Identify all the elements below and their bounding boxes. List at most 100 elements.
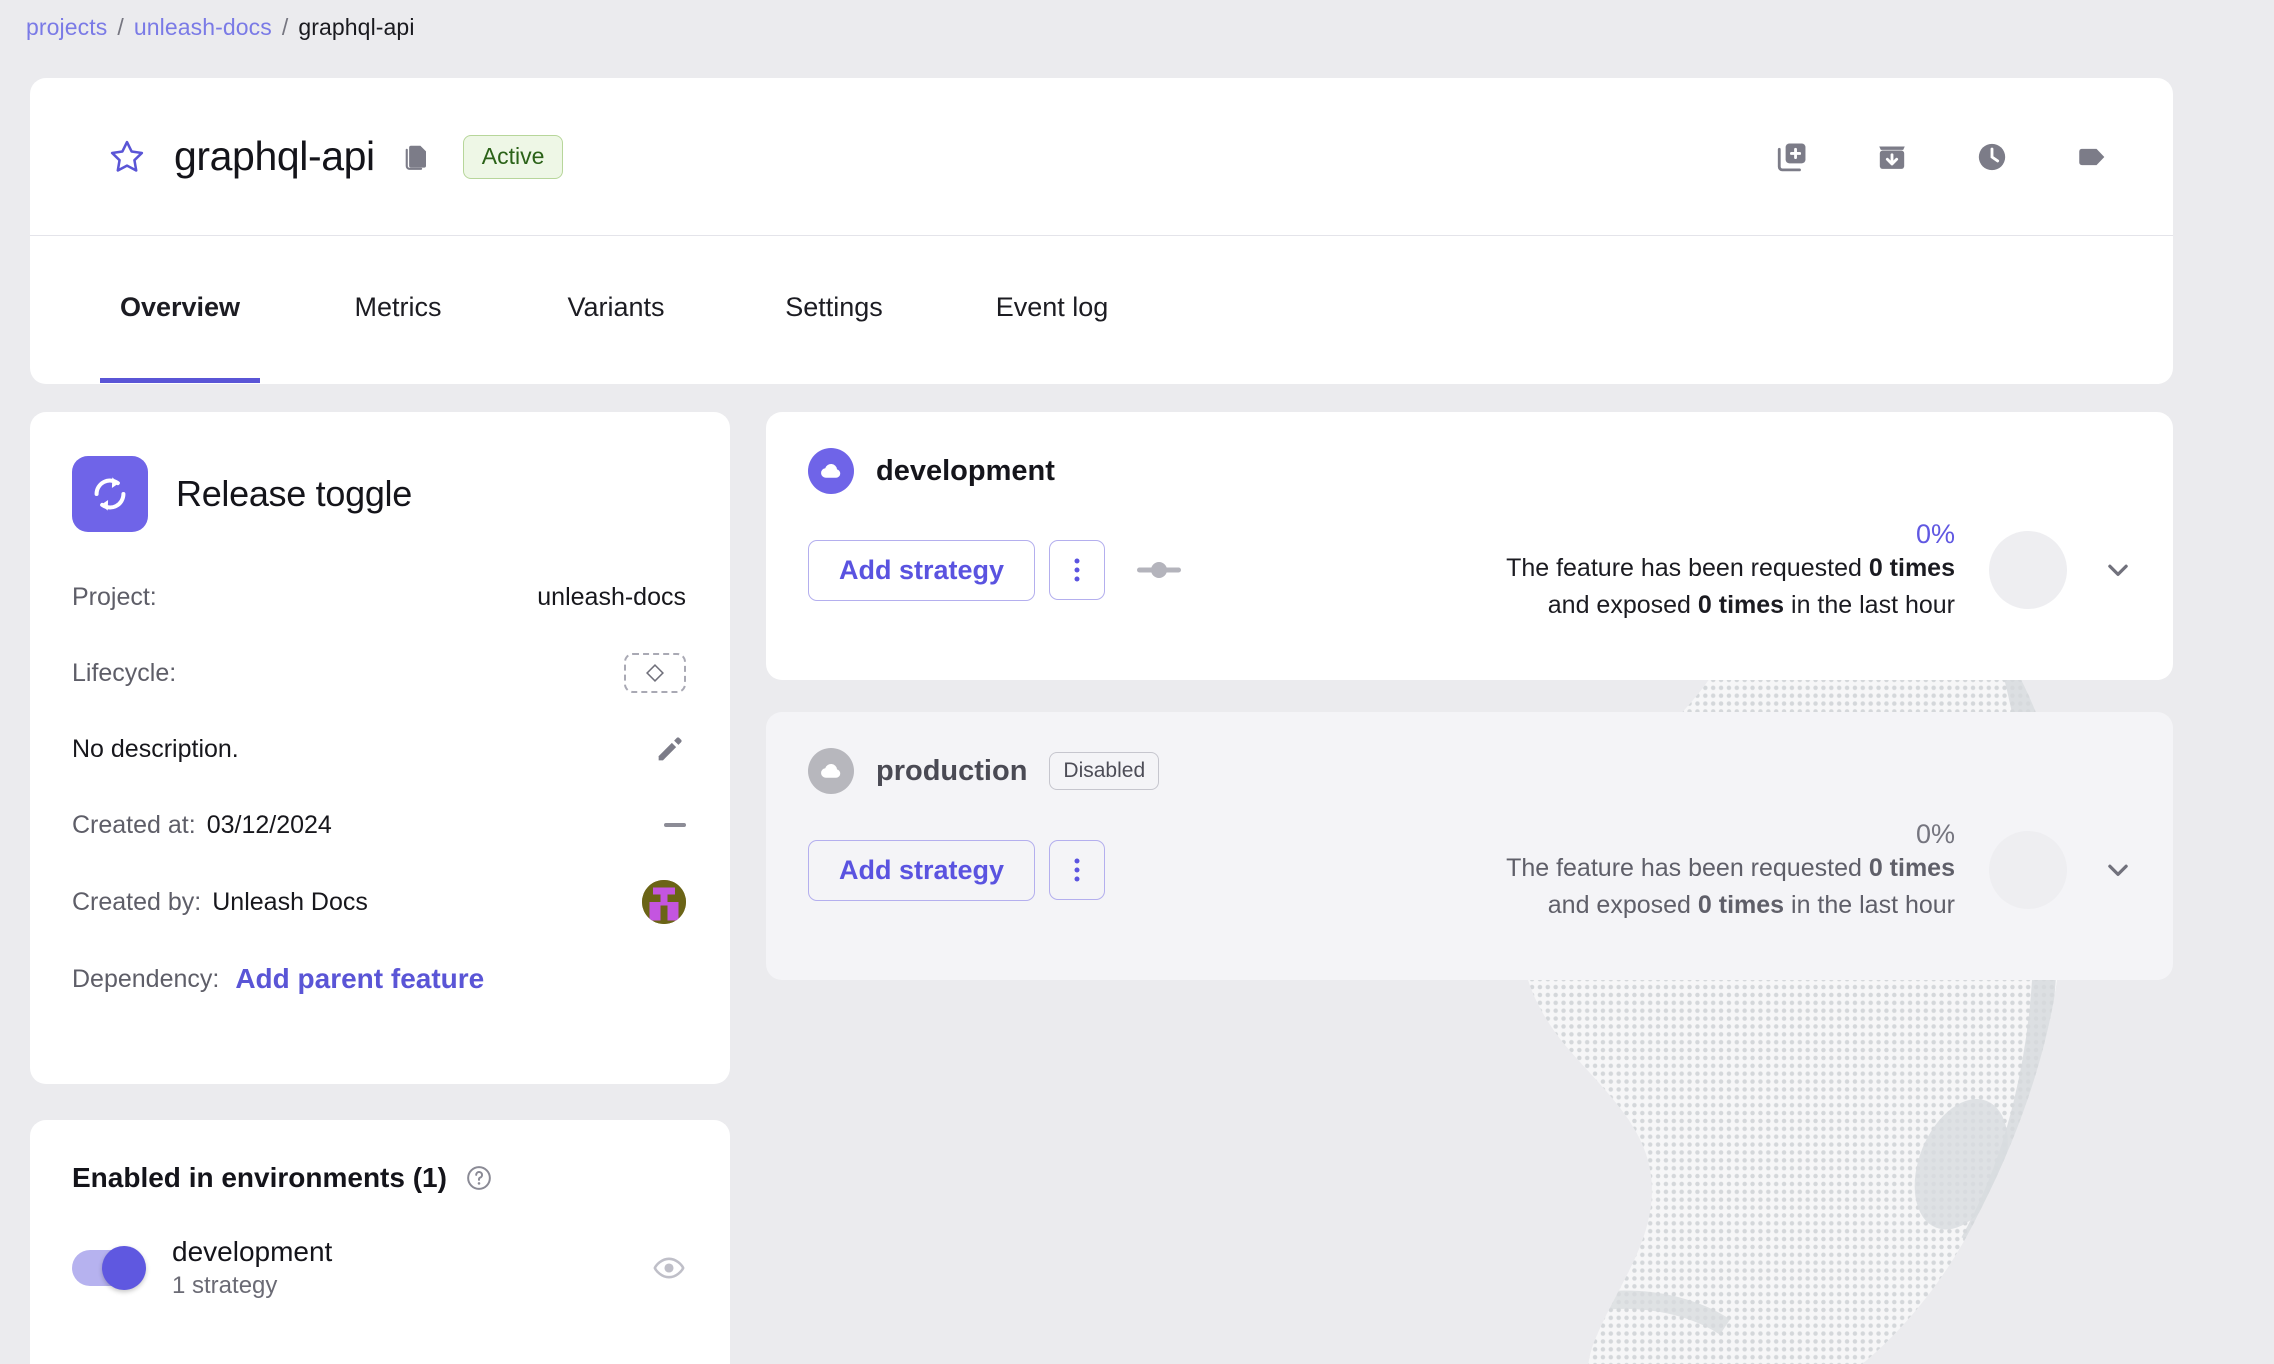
info-row-created-at: Created at: 03/12/2024 bbox=[72, 804, 686, 846]
exposure-percentage: 0% bbox=[1915, 819, 1955, 849]
environment-card-header: development bbox=[808, 448, 2133, 494]
archive-icon[interactable] bbox=[1875, 140, 1909, 174]
add-to-collection-icon[interactable] bbox=[1775, 140, 1809, 174]
feature-type-label: Release toggle bbox=[176, 473, 412, 514]
enabled-environments-title: Enabled in environments (1) bbox=[72, 1162, 447, 1193]
exposure-donut-chart bbox=[1989, 531, 2067, 610]
project-label: Project: bbox=[72, 582, 157, 611]
environment-card-name: production bbox=[876, 754, 1028, 787]
metrics-line-1: The feature has been requested 0 times bbox=[1506, 850, 1955, 886]
add-parent-feature-link[interactable]: Add parent feature bbox=[235, 963, 485, 994]
tab-event-log-label: Event log bbox=[995, 291, 1109, 322]
created-by-label: Created by: bbox=[72, 887, 202, 916]
description-text: No description. bbox=[72, 734, 239, 763]
cloud-icon bbox=[808, 448, 854, 494]
info-row-lifecycle: Lifecycle: bbox=[72, 652, 686, 694]
environment-name: development bbox=[172, 1236, 333, 1267]
kebab-menu-icon-production[interactable] bbox=[1049, 840, 1106, 901]
metrics-line-2-bold: 0 times bbox=[1697, 590, 1785, 619]
page-title: graphql-api bbox=[174, 133, 375, 179]
enabled-environments-header: Enabled in environments (1) bbox=[72, 1162, 686, 1194]
cloud-icon bbox=[808, 748, 854, 794]
metrics-line-1-bold: 0 times bbox=[1868, 554, 1955, 583]
feature-header-row: graphql-api Active bbox=[30, 78, 2173, 236]
enabled-environment-row-development: development 1 strategy bbox=[72, 1236, 686, 1300]
chevron-down-icon[interactable] bbox=[2103, 555, 2133, 585]
tab-gap-4 bbox=[914, 236, 972, 383]
project-value: unleash-docs bbox=[537, 582, 686, 611]
tab-settings[interactable]: Settings bbox=[754, 236, 914, 383]
eye-icon[interactable] bbox=[652, 1251, 686, 1285]
metrics-text: 0% The feature has been requested 0 time… bbox=[1506, 518, 1955, 623]
dash-icon bbox=[664, 823, 686, 827]
tab-variants-label: Variants bbox=[567, 291, 665, 322]
breadcrumb-separator-1: / bbox=[117, 14, 124, 40]
metrics-text: 0% The feature has been requested 0 time… bbox=[1506, 818, 1955, 923]
add-strategy-button-development[interactable]: Add strategy bbox=[808, 539, 1036, 601]
metrics-line-2-post: in the last hour bbox=[1784, 890, 1955, 919]
environment-metrics-production: 0% The feature has been requested 0 time… bbox=[1506, 818, 2133, 923]
add-strategy-button-production[interactable]: Add strategy bbox=[808, 839, 1036, 901]
favorite-star-icon[interactable] bbox=[108, 138, 146, 176]
environment-card-header: production Disabled bbox=[808, 748, 2133, 794]
environment-strategy-count: 1 strategy bbox=[172, 1272, 278, 1300]
status-badge: Active bbox=[462, 134, 564, 179]
environment-card-body: Add strategy 0% The feature has been req… bbox=[808, 818, 2133, 923]
lifecycle-label: Lifecycle: bbox=[72, 658, 177, 687]
metrics-line-2-pre: and exposed bbox=[1547, 590, 1698, 619]
breadcrumb: projects / unleash-docs / graphql-api bbox=[26, 14, 415, 41]
created-by-value: Unleash Docs bbox=[212, 887, 368, 916]
created-at-label: Created at: bbox=[72, 810, 196, 839]
tag-icon[interactable] bbox=[2075, 140, 2109, 174]
exposure-donut-chart bbox=[1989, 831, 2067, 910]
toggle-knob bbox=[102, 1246, 146, 1291]
chevron-down-icon[interactable] bbox=[2103, 855, 2133, 885]
tab-overview[interactable]: Overview bbox=[100, 236, 260, 383]
kebab-menu-icon-development[interactable] bbox=[1049, 540, 1106, 601]
edit-pencil-icon[interactable] bbox=[654, 733, 686, 765]
header-actions bbox=[1775, 140, 2129, 174]
created-at-right bbox=[664, 823, 686, 827]
environment-disabled-chip: Disabled bbox=[1049, 752, 1160, 790]
info-row-dependency: Dependency: Add parent feature bbox=[72, 958, 686, 1000]
environment-card-production: production Disabled Add strategy 0% The … bbox=[766, 712, 2173, 980]
tab-metrics[interactable]: Metrics bbox=[318, 236, 478, 383]
metrics-line-2-post: in the last hour bbox=[1784, 590, 1955, 619]
environment-card-name: development bbox=[876, 454, 1055, 487]
help-circle-icon[interactable] bbox=[465, 1164, 493, 1192]
strategy-connector-icon bbox=[1137, 562, 1182, 579]
enabled-environments-card: Enabled in environments (1) development … bbox=[30, 1120, 730, 1364]
tab-overview-label: Overview bbox=[119, 291, 241, 322]
tab-settings-label: Settings bbox=[785, 291, 883, 322]
feature-info-card: Release toggle Project: unleash-docs Lif… bbox=[30, 412, 730, 1084]
environment-metrics-development: 0% The feature has been requested 0 time… bbox=[1506, 518, 2133, 623]
tab-event-log[interactable]: Event log bbox=[972, 236, 1132, 383]
info-row-created-by: Created by: Unleash Docs bbox=[72, 880, 686, 924]
exposure-percentage: 0% bbox=[1915, 519, 1955, 549]
breadcrumb-current: graphql-api bbox=[298, 14, 415, 40]
metrics-line-2-bold: 0 times bbox=[1697, 890, 1785, 919]
metrics-line-1-bold: 0 times bbox=[1868, 854, 1955, 883]
lifecycle-diamond-icon[interactable] bbox=[624, 653, 686, 693]
metrics-line-1-pre: The feature has been requested bbox=[1506, 554, 1869, 583]
created-by-right bbox=[642, 880, 686, 924]
metrics-line-2: and exposed 0 times in the last hour bbox=[1506, 887, 1955, 923]
tab-metrics-label: Metrics bbox=[354, 291, 442, 322]
feature-header-card: graphql-api Active bbox=[30, 78, 2173, 384]
feature-type: Release toggle bbox=[72, 456, 686, 532]
environment-card-development: development Add strategy 0% The feature … bbox=[766, 412, 2173, 680]
metrics-line-1: The feature has been requested 0 times bbox=[1506, 550, 1955, 586]
avatar[interactable] bbox=[642, 880, 686, 924]
metrics-line-2: and exposed 0 times in the last hour bbox=[1506, 587, 1955, 623]
metrics-line-2-pre: and exposed bbox=[1547, 890, 1698, 919]
breadcrumb-link-project[interactable]: unleash-docs bbox=[133, 14, 272, 40]
metrics-line-1-pre: The feature has been requested bbox=[1506, 854, 1869, 883]
environment-toggle-development[interactable] bbox=[72, 1246, 146, 1291]
environment-card-body: Add strategy 0% The feature has been req… bbox=[808, 518, 2133, 623]
tab-variants[interactable]: Variants bbox=[536, 236, 696, 383]
history-icon[interactable] bbox=[1975, 140, 2009, 174]
breadcrumb-link-projects[interactable]: projects bbox=[26, 14, 108, 40]
dependency-label: Dependency: bbox=[72, 964, 220, 993]
release-toggle-sync-icon bbox=[72, 456, 148, 532]
copy-icon[interactable] bbox=[401, 142, 431, 172]
